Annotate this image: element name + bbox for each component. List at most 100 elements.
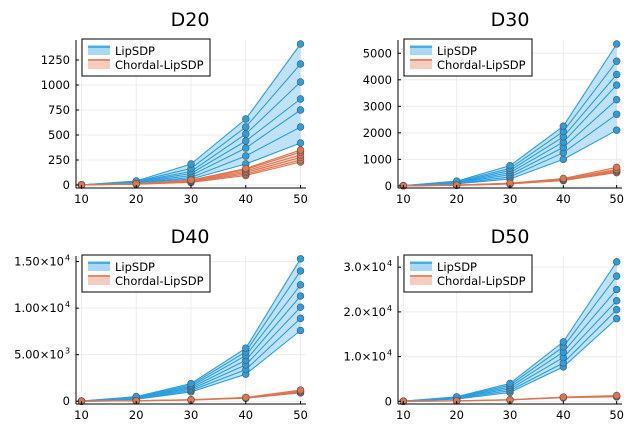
data-point [612, 40, 621, 48]
data-point [296, 95, 305, 103]
panel-title: D20 [171, 9, 210, 31]
data-point [612, 163, 621, 172]
data-point [612, 70, 621, 79]
data-point [242, 344, 250, 352]
data-point [296, 139, 305, 147]
data-point [296, 123, 305, 131]
x-tick-label: 50 [609, 192, 624, 206]
data-point [612, 81, 621, 89]
data-point [296, 326, 305, 335]
data-point [296, 146, 305, 154]
data-point [296, 267, 305, 275]
legend-label: LipSDP [115, 260, 155, 274]
series-chordal-lipsdp [77, 146, 305, 189]
data-point [559, 174, 568, 183]
x-tick-label: 10 [74, 408, 89, 422]
x-tick-label: 20 [449, 408, 464, 422]
x-tick-label: 30 [503, 192, 518, 206]
x-tick-label: 40 [238, 408, 253, 422]
x-tick-label: 40 [556, 408, 571, 422]
legend-swatch-fill [410, 45, 432, 55]
y-tick-label: 1.00×10 [14, 301, 64, 315]
y-tick-label: 1000 [41, 78, 70, 92]
legend-label: Chordal-LipSDP [437, 274, 526, 288]
y-tick-label: 0 [63, 394, 70, 408]
x-tick-label: 40 [238, 192, 253, 206]
x-tick-label: 10 [396, 192, 411, 206]
legend-swatch-fill [88, 261, 110, 271]
data-point [242, 123, 250, 131]
y-tick-label: 5000 [363, 46, 392, 60]
y-tick-label: 250 [48, 153, 70, 167]
panel-title: D50 [491, 226, 530, 248]
legend-label: Chordal-LipSDP [115, 274, 204, 288]
x-tick-label: 10 [74, 192, 89, 206]
data-point [612, 95, 621, 104]
data-point [612, 391, 621, 400]
x-tick-label: 20 [129, 408, 144, 422]
data-point [187, 379, 195, 388]
y-tick-exponent: 4 [387, 349, 392, 358]
x-tick-label: 50 [293, 192, 308, 206]
data-point [612, 285, 621, 294]
data-point [242, 164, 250, 173]
data-point [242, 115, 250, 123]
y-tick-exponent: 4 [65, 254, 70, 263]
x-tick-label: 30 [503, 408, 518, 422]
data-point [296, 386, 305, 394]
data-point [296, 281, 305, 289]
data-point [242, 152, 250, 160]
legend-swatch-fill [88, 275, 110, 285]
y-tick-label: 0 [385, 394, 392, 408]
data-point [559, 122, 568, 130]
data-point [506, 162, 514, 170]
data-point [559, 393, 568, 401]
data-point [559, 155, 568, 164]
data-point [296, 40, 305, 48]
y-tick-label: 1250 [41, 53, 70, 67]
x-tick-label: 50 [609, 408, 624, 422]
data-point [612, 258, 621, 266]
x-tick-label: 30 [184, 408, 199, 422]
y-tick-exponent: 4 [387, 304, 392, 313]
y-tick-label: 1000 [363, 152, 392, 166]
x-tick-label: 50 [293, 408, 308, 422]
y-tick-label: 0 [63, 178, 70, 192]
data-point [242, 144, 250, 152]
y-tick-label: 1.50×10 [14, 255, 64, 269]
data-point [296, 314, 305, 323]
data-point [559, 338, 568, 346]
panel-d30: D30 10 20 30 40 50 0 1000 2000 3000 4000 5000 LipSDP… [363, 9, 624, 206]
panel-title: D30 [491, 9, 530, 31]
y-tick-label: 500 [48, 128, 70, 142]
y-tick-exponent: 4 [65, 300, 70, 309]
data-point [187, 160, 195, 168]
data-point [296, 106, 305, 114]
data-point [242, 130, 250, 138]
legend-swatch-fill [410, 261, 432, 271]
legend-swatch-fill [410, 275, 432, 285]
data-point [296, 303, 305, 311]
series-chordal-lipsdp [399, 391, 621, 405]
panel-title: D40 [171, 226, 210, 248]
data-point [296, 60, 305, 68]
y-tick-label: 1.0×10 [343, 350, 386, 364]
y-tick-label: 5.00×10 [14, 348, 64, 362]
series-chordal-lipsdp [77, 386, 305, 405]
y-tick-label: 3.0×10 [343, 260, 386, 274]
x-tick-label: 10 [396, 408, 411, 422]
legend-label: LipSDP [437, 260, 477, 274]
y-tick-label: 750 [48, 103, 70, 117]
data-point [296, 292, 305, 300]
data-point [242, 137, 250, 145]
data-point [612, 126, 621, 134]
x-tick-label: 20 [449, 192, 464, 206]
legend-label: Chordal-LipSDP [115, 58, 204, 72]
